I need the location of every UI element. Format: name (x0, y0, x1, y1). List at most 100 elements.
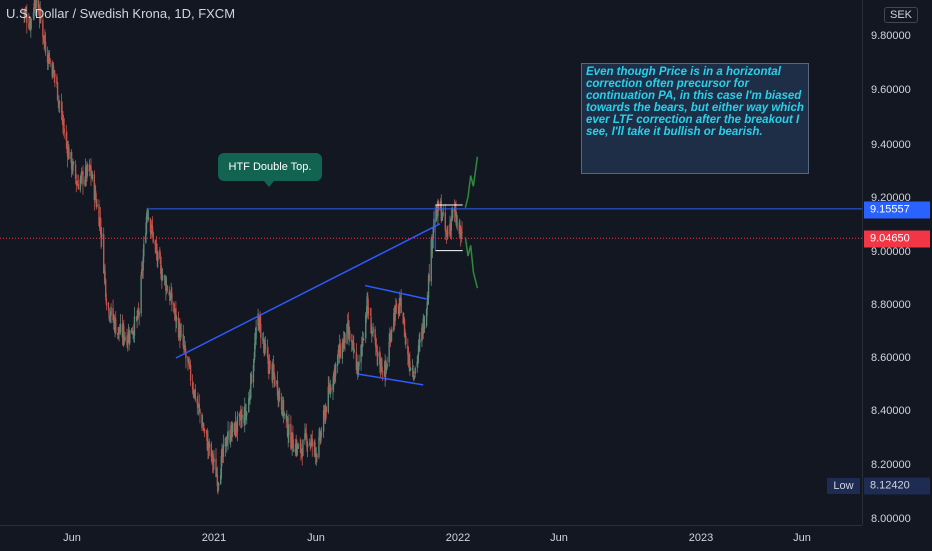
candle (250, 371, 253, 385)
candle (147, 208, 149, 223)
candle-body (123, 325, 125, 341)
analysis-note[interactable]: Even though Price is in a horizontal cor… (581, 63, 809, 174)
candle-body (328, 385, 330, 390)
candle (110, 303, 112, 324)
candle-body (334, 363, 337, 376)
candle (109, 316, 111, 323)
price-axis[interactable]: SEK 9.80000 9.60000 9.40000 9.20000 9.00… (862, 0, 932, 525)
candle-body (347, 322, 350, 334)
candle-body (394, 307, 396, 321)
candle (86, 163, 89, 176)
candle (327, 376, 330, 414)
candle (320, 428, 322, 444)
candle (353, 335, 355, 359)
candle-body (226, 440, 229, 444)
candle-body (388, 342, 390, 363)
candle (367, 298, 370, 320)
candle (316, 453, 318, 463)
candle (360, 344, 362, 371)
candle-body (361, 340, 364, 347)
candle-body (440, 200, 442, 221)
candle (441, 212, 444, 221)
price-tick: 9.60000 (871, 84, 911, 96)
candle-body (455, 210, 457, 224)
candle-body (203, 429, 206, 431)
candle (390, 331, 392, 343)
candle-body (372, 327, 374, 333)
candle (297, 442, 299, 450)
candle (431, 236, 434, 259)
candle (227, 421, 229, 450)
candle-body (399, 296, 402, 298)
candle (150, 230, 152, 239)
candle-body (161, 275, 164, 281)
candle (444, 203, 446, 240)
candle-body (316, 454, 318, 458)
candle (171, 287, 173, 312)
candle-body (395, 303, 398, 307)
candle-body (416, 361, 418, 367)
candle (336, 353, 339, 373)
candle-body (187, 359, 190, 363)
candle-body (444, 212, 446, 231)
candle (358, 354, 360, 371)
candle (395, 299, 398, 315)
candle-body (159, 249, 161, 259)
price-tick: 9.20000 (871, 192, 911, 204)
candle (264, 336, 267, 354)
candle-body (365, 314, 367, 339)
candle-body (407, 354, 410, 364)
double-top-callout[interactable]: HTF Double Top. (218, 153, 322, 181)
candle (324, 403, 327, 424)
candle-body (42, 20, 44, 37)
candle-body (360, 345, 362, 363)
candle-body (21, 8, 23, 10)
candle (288, 414, 290, 443)
candle (357, 364, 360, 377)
candle (349, 326, 351, 342)
candle-body (143, 243, 145, 257)
candle (58, 100, 61, 113)
candle (369, 307, 372, 317)
candle-body (199, 409, 201, 414)
candle-body (431, 238, 434, 249)
price-chart[interactable] (0, 0, 862, 525)
candle-body (461, 231, 463, 233)
candle-body (370, 316, 372, 334)
candle-body (255, 326, 257, 340)
candle-body (91, 173, 94, 179)
candle-body (374, 329, 376, 340)
candle-body (306, 443, 309, 448)
candle-body (44, 41, 47, 53)
candle-body (441, 216, 443, 221)
candle (365, 311, 367, 344)
candle (118, 326, 120, 342)
candle (216, 466, 219, 493)
candle (425, 308, 428, 328)
candle (260, 315, 262, 349)
currency-button[interactable]: SEK (884, 7, 919, 23)
candle (245, 403, 247, 421)
candle-body (149, 218, 152, 233)
candle-body (318, 437, 320, 458)
candle-body (441, 213, 444, 218)
candle-body (119, 323, 122, 333)
symbol-title[interactable]: U.S. Dollar / Swedish Krona, 1D, FXCM (6, 6, 236, 21)
trendline (175, 223, 441, 359)
candle (159, 246, 161, 260)
candle-body (239, 412, 241, 414)
candle-body (205, 430, 208, 435)
candle (325, 405, 328, 419)
chart-area[interactable]: U.S. Dollar / Swedish Krona, 1D, FXCM HT… (0, 0, 862, 525)
candle-body (173, 302, 175, 312)
time-axis[interactable]: Jun 2021 Jun 2022 Jun 2023 Jun (0, 525, 862, 551)
candle-body (56, 82, 59, 100)
candle (371, 324, 373, 343)
candle-body (353, 342, 355, 354)
price-tick: 8.20000 (871, 459, 911, 471)
candle (445, 229, 448, 244)
candle-body (304, 433, 306, 441)
candle (246, 411, 248, 425)
candle (35, 0, 37, 14)
candle-body (286, 417, 289, 437)
